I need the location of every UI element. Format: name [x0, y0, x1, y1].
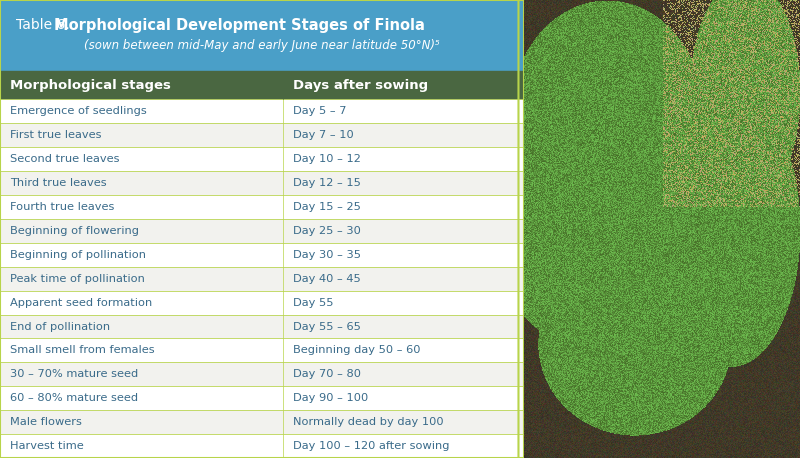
- Text: Day 5 – 7: Day 5 – 7: [294, 106, 347, 116]
- Text: Beginning day 50 – 60: Beginning day 50 – 60: [294, 345, 421, 355]
- Text: (sown between mid-May and early June near latitude 50°N)⁵: (sown between mid-May and early June nea…: [84, 39, 440, 52]
- Bar: [0, 147, 524, 171]
- Text: Morphological stages: Morphological stages: [10, 79, 171, 92]
- Bar: [0, 267, 524, 291]
- Text: Day 90 – 100: Day 90 – 100: [294, 393, 369, 403]
- Text: Day 70 – 80: Day 70 – 80: [294, 369, 362, 379]
- Text: Emergence of seedlings: Emergence of seedlings: [10, 106, 147, 116]
- Text: Days after sowing: Days after sowing: [294, 79, 429, 92]
- Text: Fourth true leaves: Fourth true leaves: [10, 202, 115, 212]
- Text: Day 12 – 15: Day 12 – 15: [294, 178, 362, 188]
- Text: Day 55: Day 55: [294, 298, 334, 308]
- Text: Apparent seed formation: Apparent seed formation: [10, 298, 153, 308]
- Bar: [0, 0, 524, 71]
- Bar: [0, 338, 524, 362]
- Text: Day 40 – 45: Day 40 – 45: [294, 274, 361, 284]
- Bar: [0, 123, 524, 147]
- Text: Normally dead by day 100: Normally dead by day 100: [294, 417, 444, 427]
- Bar: [0, 315, 524, 338]
- Bar: [0, 171, 524, 195]
- Bar: [0, 291, 524, 315]
- Bar: [0, 219, 524, 243]
- Bar: [0, 195, 524, 219]
- Text: Day 7 – 10: Day 7 – 10: [294, 130, 354, 140]
- Text: 30 – 70% mature seed: 30 – 70% mature seed: [10, 369, 138, 379]
- Text: Day 25 – 30: Day 25 – 30: [294, 226, 362, 236]
- Text: Day 55 – 65: Day 55 – 65: [294, 322, 362, 332]
- Text: Second true leaves: Second true leaves: [10, 154, 120, 164]
- Text: Beginning of pollination: Beginning of pollination: [10, 250, 146, 260]
- Text: 60 – 80% mature seed: 60 – 80% mature seed: [10, 393, 138, 403]
- Text: Beginning of flowering: Beginning of flowering: [10, 226, 139, 236]
- Text: Small smell from females: Small smell from females: [10, 345, 155, 355]
- Bar: [0, 386, 524, 410]
- Text: Table 6.: Table 6.: [16, 18, 78, 33]
- Text: End of pollination: End of pollination: [10, 322, 110, 332]
- Text: Third true leaves: Third true leaves: [10, 178, 107, 188]
- Text: Day 15 – 25: Day 15 – 25: [294, 202, 362, 212]
- Text: Day 100 – 120 after sowing: Day 100 – 120 after sowing: [294, 441, 450, 451]
- Bar: [0, 434, 524, 458]
- Text: Day 10 – 12: Day 10 – 12: [294, 154, 362, 164]
- Text: Male flowers: Male flowers: [10, 417, 82, 427]
- Bar: [0, 71, 524, 99]
- Text: Harvest time: Harvest time: [10, 441, 84, 451]
- Text: First true leaves: First true leaves: [10, 130, 102, 140]
- Bar: [0, 362, 524, 386]
- Text: Morphological Development Stages of Finola: Morphological Development Stages of Fino…: [54, 18, 425, 33]
- Text: Peak time of pollination: Peak time of pollination: [10, 274, 146, 284]
- Text: Day 30 – 35: Day 30 – 35: [294, 250, 362, 260]
- Bar: [0, 243, 524, 267]
- Bar: [0, 99, 524, 123]
- Bar: [0, 410, 524, 434]
